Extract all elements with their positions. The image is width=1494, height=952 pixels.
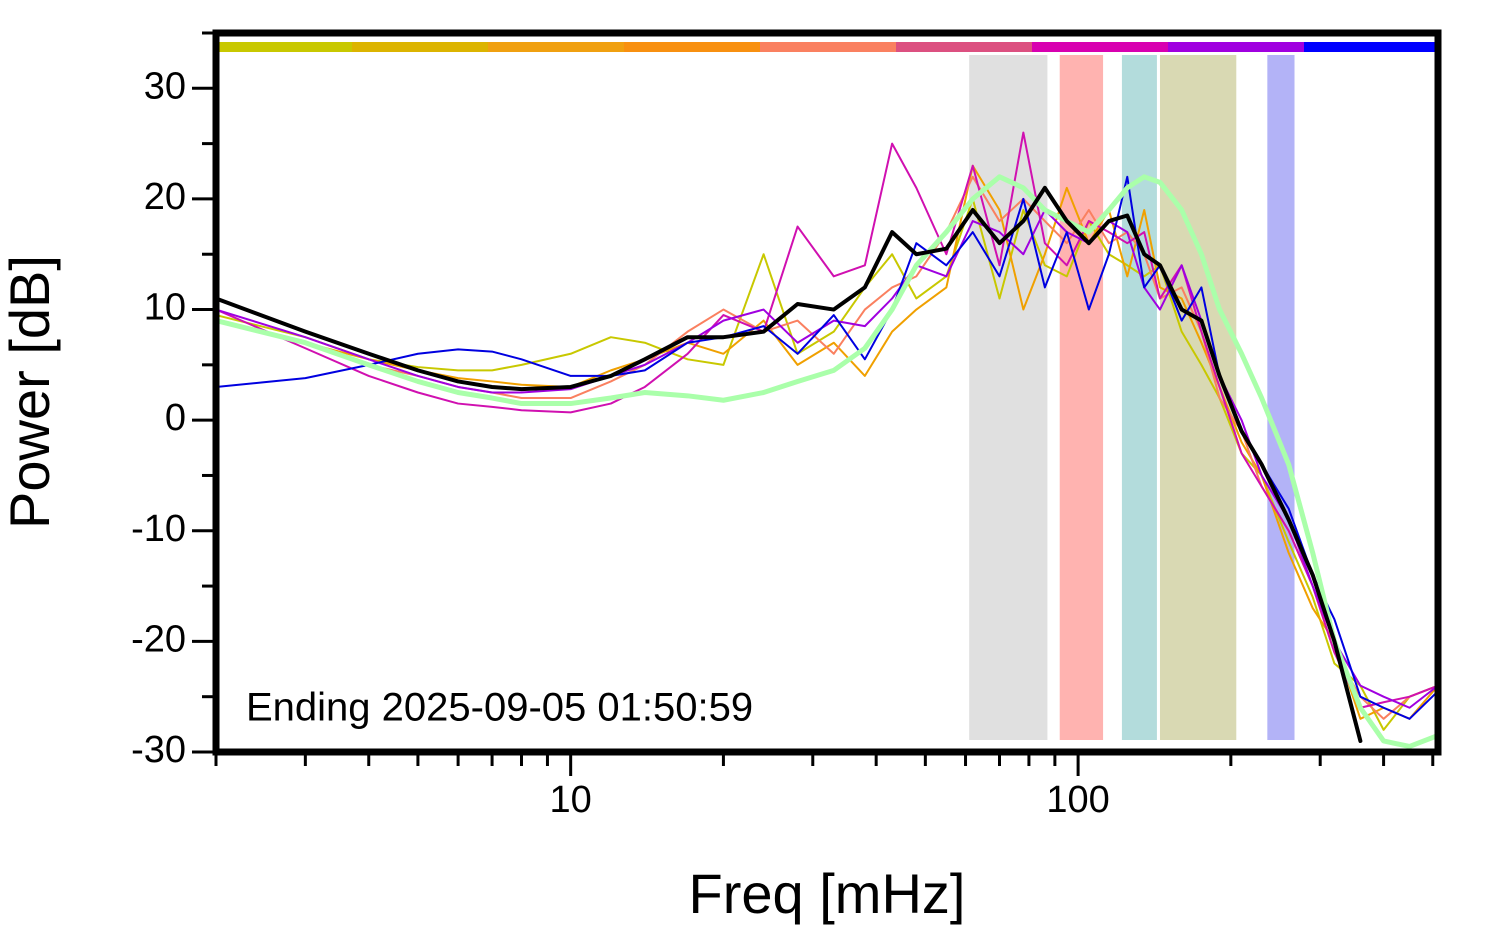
- y-tick-label: 30: [144, 65, 186, 107]
- plot-frame: [212, 29, 1442, 756]
- series-line: [216, 197, 1438, 731]
- y-tick-label: 10: [144, 287, 186, 329]
- band: [1059, 55, 1104, 740]
- color-bar-segment: [1168, 42, 1304, 52]
- color-bar-segment: [896, 42, 1032, 52]
- series-line: [216, 175, 1438, 720]
- band: [1121, 55, 1157, 740]
- series-line: [216, 175, 1438, 720]
- color-bar-segment: [216, 42, 352, 52]
- color-bar-segment: [1304, 42, 1438, 52]
- x-tick-label: 100: [1046, 779, 1109, 821]
- series-line: [216, 164, 1438, 720]
- lines: [216, 131, 1438, 749]
- color-bar-segment: [488, 42, 624, 52]
- band: [1159, 55, 1237, 740]
- bands: [969, 55, 1295, 740]
- color-bar-segment: [1032, 42, 1168, 52]
- series-line: [216, 174, 1438, 749]
- series-line: [216, 185, 1363, 743]
- color-bar-segment: [624, 42, 760, 52]
- color-bar-segment: [760, 42, 896, 52]
- color-bar-segment: [352, 42, 488, 52]
- series-line: [216, 208, 1438, 709]
- band: [969, 55, 1048, 740]
- band: [1267, 55, 1295, 740]
- y-axis-label: Power [dB]: [0, 255, 61, 529]
- y-tick-label: -20: [131, 618, 186, 660]
- y-tick-label: 20: [144, 176, 186, 218]
- annotation: Ending 2025-09-05 01:50:59: [246, 686, 753, 730]
- y-tick-label: -10: [131, 508, 186, 550]
- y-tick-label: -30: [131, 729, 186, 771]
- x-axis-label: Freq [mHz]: [689, 862, 966, 925]
- color-bar: [216, 42, 1438, 52]
- x-tick-label: 10: [550, 779, 592, 821]
- ticks: -30 -20 -10 0 10 20 30 10 100: [131, 31, 1435, 821]
- series-line: [216, 131, 1438, 709]
- y-tick-label: 0: [165, 397, 186, 439]
